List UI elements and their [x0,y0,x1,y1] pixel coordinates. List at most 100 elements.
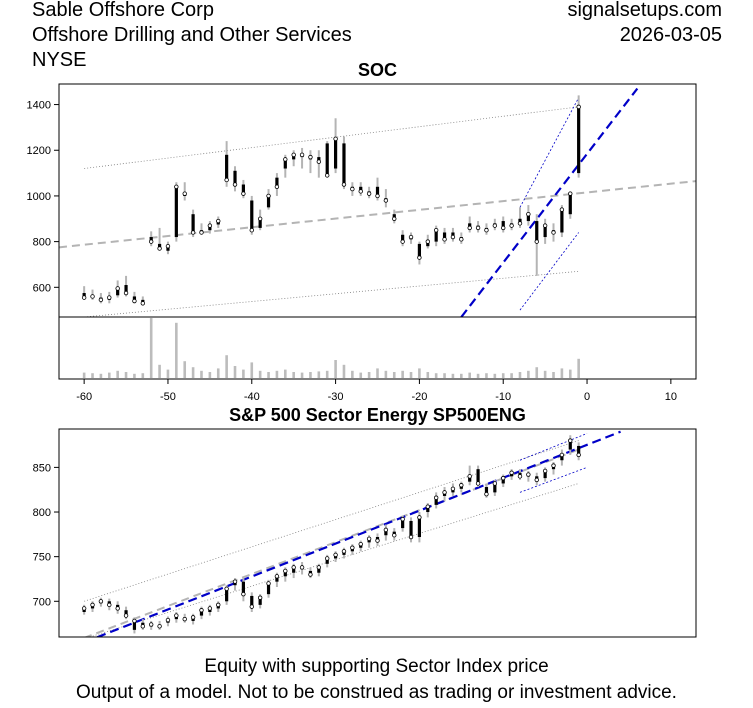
sector-close-marker [115,606,120,611]
sector-candle-body [266,583,271,595]
soc-candle-body [132,296,137,302]
soc-candle-body [518,218,522,224]
sector-candle-body [199,610,204,616]
soc-close-marker [107,295,112,300]
soc-close-marker [576,104,581,110]
sector-candle-body [568,440,572,450]
industry-name: Offshore Drilling and Other Services [32,24,352,46]
soc-trend-channel-lower [519,232,579,311]
soc-close-marker [140,301,146,306]
sector-trend-line [94,430,621,637]
sector-close-marker [408,534,414,540]
sector-close-marker [174,613,179,618]
soc-close-marker [182,191,187,196]
soc-close-marker [148,239,154,244]
soc-close-marker [115,286,120,291]
sector-y-tick-label: 850 [33,462,51,474]
soc-close-marker [383,198,389,203]
soc-close-marker [274,184,280,189]
soc-close-marker [408,234,414,240]
sector-close-marker [534,477,539,483]
sector-close-marker [224,586,229,591]
sector-trend-channel-upper [519,433,588,461]
sector-candle-body [476,469,480,484]
sector-close-marker [551,463,556,468]
soc-candle-body [266,195,271,208]
sector-candle-body [577,445,581,455]
soc-candle-body [258,218,262,228]
soc-close-marker [207,223,213,228]
sector-regression-line [83,448,580,637]
soc-close-marker [333,136,338,142]
soc-close-marker [467,225,472,231]
soc-close-marker [123,290,129,296]
chart2-title: S&P 500 Sector Energy SP500ENG [229,405,526,425]
soc-candle-body [359,186,363,192]
exchange-name: NYSE [32,49,87,71]
soc-candle-body [275,177,279,187]
soc-close-marker [358,189,363,194]
sector-close-marker [484,491,489,497]
soc-close-marker [325,173,330,178]
sector-close-marker [475,481,481,486]
sector-candle-body [501,478,505,484]
soc-close-marker [417,255,422,260]
soc-y-tick-label: 1200 [27,145,51,157]
sector-close-marker [442,490,447,495]
sector-close-marker [333,552,338,558]
soc-close-marker [551,230,556,235]
sector-close-marker [283,568,288,574]
soc-candle-body [166,246,170,251]
site-name: signalsetups.com [567,0,722,21]
soc-trend-channel-upper [519,97,580,208]
sector-close-marker [140,624,146,629]
soc-close-marker [501,225,506,231]
soc-candle-body [434,230,438,242]
sector-candle-body [384,529,388,536]
sector-close-marker [81,606,87,611]
sector-close-marker [492,481,498,486]
sector-close-marker [467,474,472,479]
soc-chart: 600 800 1000 1200 1400 -60 -50 -40 -30 -20 -10 0 10 [27,83,697,403]
sector-candle-body [258,597,262,605]
soc-close-marker [568,191,573,196]
soc-close-marker [492,223,498,228]
soc-close-marker [459,237,464,242]
sector-chart: 700 750 800 850 [33,428,697,638]
soc-close-marker [165,243,171,249]
sector-y-tick-label: 700 [33,596,51,608]
soc-close-marker [509,223,514,228]
sector-candle-body [124,610,128,616]
sector-candle-body [250,595,254,607]
soc-candle-body [283,159,287,169]
sector-close-marker [501,475,506,481]
sector-close-marker [308,572,313,577]
soc-close-marker [308,154,313,160]
soc-close-marker [98,297,104,303]
sector-close-marker [517,474,523,479]
sector-close-marker [559,452,565,458]
soc-close-marker [484,227,489,233]
sector-close-marker [526,472,531,477]
sector-close-marker [199,608,204,613]
soc-candle-body [191,214,195,233]
sector-close-marker [207,606,213,611]
sector-candle-body [275,576,279,582]
sector-candle-body [543,470,547,479]
soc-close-marker [475,225,481,231]
soc-candle-body [250,200,254,231]
sector-plot-area [81,430,621,637]
sector-close-marker [459,483,464,488]
sector-close-marker [249,604,254,609]
chart1-title: SOC [357,60,397,80]
soc-candle-body [342,143,346,185]
soc-candle-body [325,143,329,176]
sector-close-marker [123,613,129,618]
sector-close-marker [165,617,171,623]
soc-candle-body [543,225,547,238]
soc-candle-body [225,154,229,180]
soc-close-marker [132,298,137,304]
company-name: Sable Offshore Corp [32,0,214,21]
sector-close-marker [90,602,95,608]
sector-candle-body [401,519,405,529]
